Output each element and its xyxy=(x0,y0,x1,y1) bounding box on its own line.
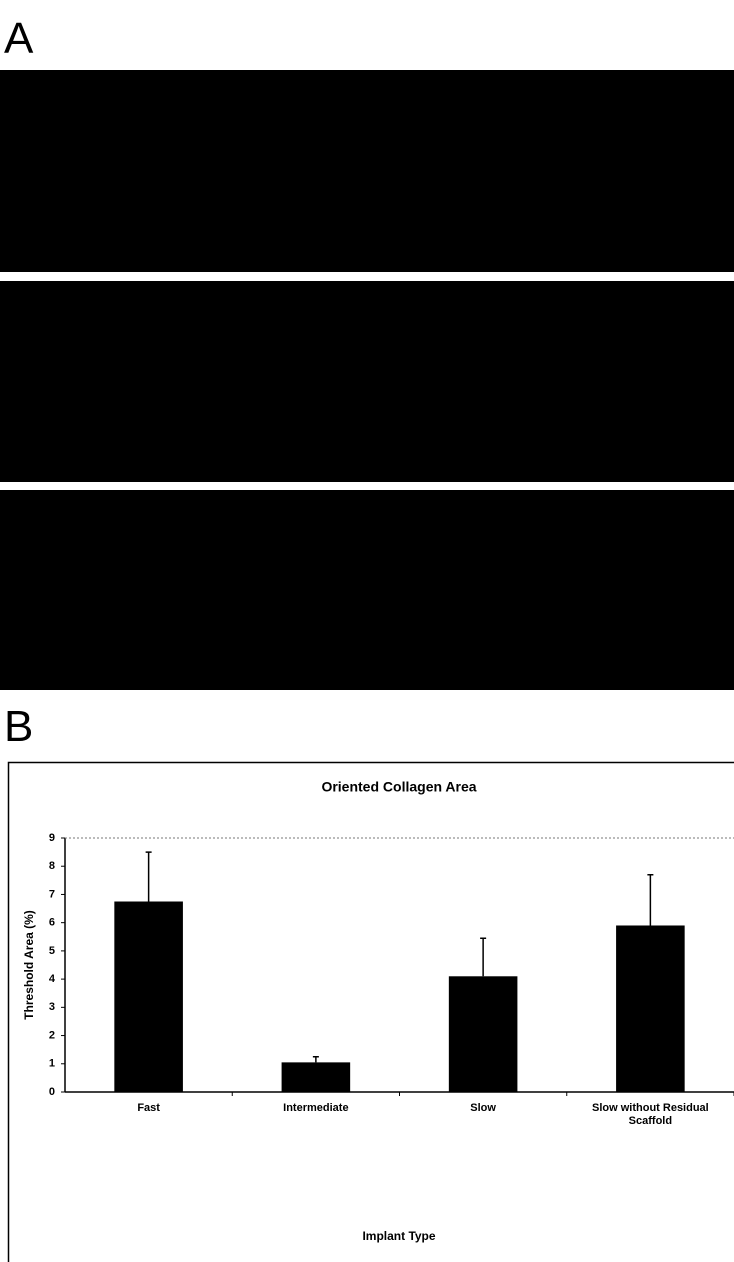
panel-label: A xyxy=(4,14,34,63)
bar xyxy=(616,925,685,1092)
y-axis-label: Threshold Area (%) xyxy=(22,910,36,1020)
x-tick-label: Slow without Residual Scaffold xyxy=(592,1102,709,1127)
micrograph xyxy=(0,70,734,272)
y-tick-label: 3 xyxy=(49,1001,55,1013)
chart: Oriented Collagen Area Threshold Area (%… xyxy=(7,761,734,1262)
y-tick-label: 4 xyxy=(49,973,56,985)
y-tick-label: 2 xyxy=(49,1029,55,1041)
micrograph xyxy=(0,281,734,482)
y-tick-label: 1 xyxy=(49,1058,55,1070)
error-bar xyxy=(312,1055,319,1063)
error-bar xyxy=(145,851,152,902)
y-tick-label: 0 xyxy=(49,1086,55,1098)
chart-frame xyxy=(7,761,734,1262)
bar xyxy=(114,901,183,1092)
y-tick-label: 8 xyxy=(49,860,55,872)
error-bar xyxy=(647,873,654,926)
x-tick-label: Fast xyxy=(137,1102,160,1114)
y-tick-label: 5 xyxy=(49,945,55,957)
chart-title: Oriented Collagen Area xyxy=(321,779,476,795)
y-tick-label: 7 xyxy=(49,888,55,900)
x-tick-label-box: Slow xyxy=(470,1102,496,1114)
x-tick-label: Intermediate xyxy=(283,1102,349,1114)
y-tick-label: 9 xyxy=(49,832,55,844)
x-tick-label: Slow xyxy=(470,1102,496,1114)
x-axis-label: Implant Type xyxy=(362,1229,435,1243)
x-tick-label-box: Intermediate xyxy=(283,1102,349,1114)
error-bar xyxy=(480,937,487,977)
y-tick-label: 6 xyxy=(49,917,55,929)
bar xyxy=(448,976,518,1092)
micrograph xyxy=(0,490,734,690)
panel-label: B xyxy=(4,702,34,751)
x-tick-label-box: Fast xyxy=(137,1102,160,1114)
x-tick-label-box: Slow without Residual Scaffold xyxy=(592,1102,709,1127)
bar xyxy=(281,1062,351,1092)
